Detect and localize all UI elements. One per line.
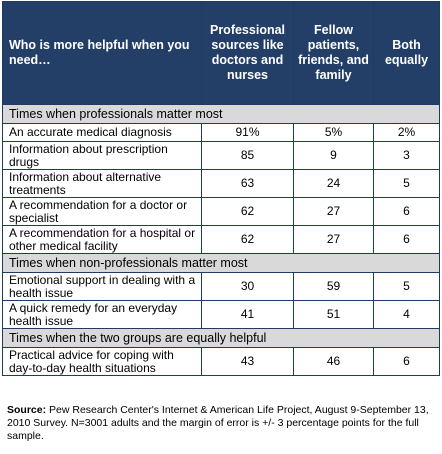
both-value: 6 — [373, 347, 440, 376]
section-header-row: Times when non-professionals matter most — [2, 253, 440, 273]
section-title: Times when the two groups are equally he… — [2, 328, 440, 348]
both-value: 6 — [373, 197, 440, 226]
both-value: 5 — [373, 272, 440, 301]
fellow-column-header: Fellow patients, friends, and family — [293, 1, 374, 105]
professional-value: 91% — [201, 123, 294, 142]
professional-value: 85 — [201, 141, 294, 170]
table-row: Information about alternative treatments… — [2, 169, 440, 198]
professional-value: 30 — [201, 272, 294, 301]
fellow-value: 27 — [293, 225, 374, 254]
table-row: Emotional support in dealing with a heal… — [2, 272, 440, 301]
row-label: Emotional support in dealing with a heal… — [2, 272, 202, 301]
fellow-value: 5% — [293, 123, 374, 142]
section-header-row: Times when the two groups are equally he… — [2, 328, 440, 348]
survey-table: Who is more helpful when you need… Profe… — [2, 1, 440, 376]
table-row: An accurate medical diagnosis 91% 5% 2% — [2, 123, 440, 142]
row-label: Practical advice for coping with day-to-… — [2, 347, 202, 376]
table-row: Practical advice for coping with day-to-… — [2, 347, 440, 376]
question-header: Who is more helpful when you need… — [2, 1, 202, 105]
both-value: 2% — [373, 123, 440, 142]
fellow-value: 51 — [293, 300, 374, 329]
both-value: 4 — [373, 300, 440, 329]
section-title: Times when non-professionals matter most — [2, 253, 440, 273]
professional-value: 41 — [201, 300, 294, 329]
row-label: A quick remedy for an everyday health is… — [2, 300, 202, 329]
professional-column-header: Professional sources like doctors and nu… — [201, 1, 294, 105]
table-row: A quick remedy for an everyday health is… — [2, 300, 440, 329]
row-label: A recommendation for a hospital or other… — [2, 225, 202, 254]
professional-value: 43 — [201, 347, 294, 376]
professional-value: 62 — [201, 197, 294, 226]
table-row: A recommendation for a hospital or other… — [2, 225, 440, 254]
both-value: 3 — [373, 141, 440, 170]
source-label: Source: — [7, 404, 47, 416]
section-header-row: Times when professionals matter most — [2, 104, 440, 124]
table-header-row: Who is more helpful when you need… Profe… — [2, 1, 440, 105]
table-row: A recommendation for a doctor or special… — [2, 197, 440, 226]
both-column-header: Both equally — [373, 1, 440, 105]
both-value: 6 — [373, 225, 440, 254]
professional-value: 63 — [201, 169, 294, 198]
fellow-value: 24 — [293, 169, 374, 198]
professional-value: 62 — [201, 225, 294, 254]
row-label: Information about prescription drugs — [2, 141, 202, 170]
row-label: An accurate medical diagnosis — [2, 123, 202, 142]
fellow-value: 9 — [293, 141, 374, 170]
row-label: A recommendation for a doctor or special… — [2, 197, 202, 226]
source-note: Source: Pew Research Center's Internet &… — [7, 404, 435, 443]
both-value: 5 — [373, 169, 440, 198]
fellow-value: 27 — [293, 197, 374, 226]
fellow-value: 46 — [293, 347, 374, 376]
table-row: Information about prescription drugs 85 … — [2, 141, 440, 170]
row-label: Information about alternative treatments — [2, 169, 202, 198]
section-title: Times when professionals matter most — [2, 104, 440, 124]
fellow-value: 59 — [293, 272, 374, 301]
source-text: Pew Research Center's Internet & America… — [7, 404, 429, 442]
